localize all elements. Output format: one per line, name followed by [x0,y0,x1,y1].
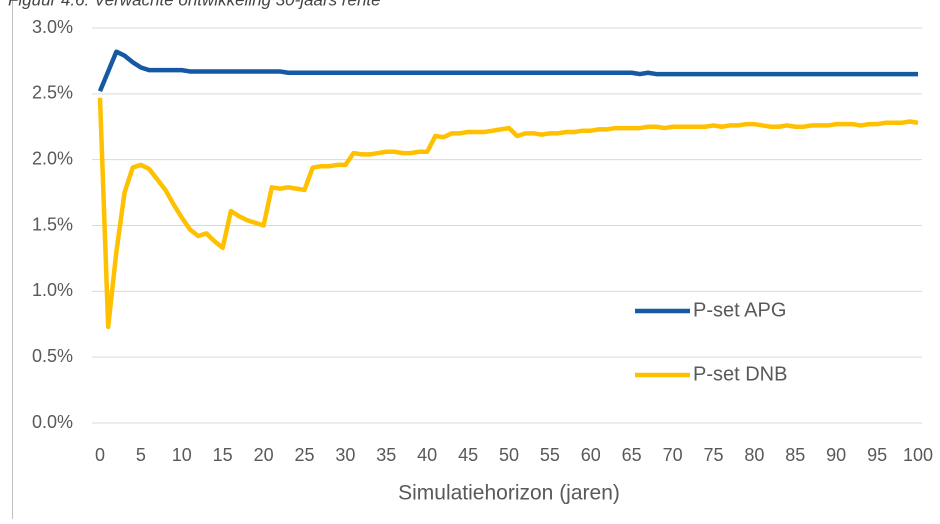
x-tick-label: 45 [458,445,478,465]
x-tick-label: 55 [540,445,560,465]
chart-title: Figuur 4.6: Verwachte ontwikkeling 30-ja… [8,0,381,9]
x-tick-label: 0 [95,445,105,465]
y-tick-label: 1.0% [32,280,73,300]
series-line [97,49,918,93]
x-tick-label: 40 [417,445,437,465]
y-tick-label: 3.0% [32,17,73,37]
legend-label: P-set DNB [693,363,787,385]
y-tick-label: 0.5% [32,346,73,366]
y-tick-label: 2.0% [32,148,73,168]
x-tick-label: 60 [581,445,601,465]
y-tick-label: 1.5% [32,214,73,234]
series-line [97,97,919,330]
x-tick-label: 90 [826,445,846,465]
x-tick-label: 100 [903,445,933,465]
x-tick-label: 70 [663,445,683,465]
legend-label: P-set APG [693,299,786,321]
x-tick-label: 5 [136,445,146,465]
x-tick-label: 95 [867,445,887,465]
x-tick-label: 80 [744,445,764,465]
x-tick-label: 65 [622,445,642,465]
y-tick-label: 2.5% [32,83,73,103]
x-axis-label: Simulatiehorizon (jaren) [398,482,620,505]
x-tick-label: 75 [703,445,723,465]
y-tick-label: 0.0% [32,412,73,432]
x-tick-label: 15 [213,445,233,465]
x-tick-label: 50 [499,445,519,465]
x-tick-label: 10 [172,445,192,465]
x-tick-label: 20 [254,445,274,465]
x-tick-label: 25 [294,445,314,465]
x-tick-label: 85 [785,445,805,465]
x-tick-label: 35 [376,445,396,465]
x-tick-label: 30 [335,445,355,465]
